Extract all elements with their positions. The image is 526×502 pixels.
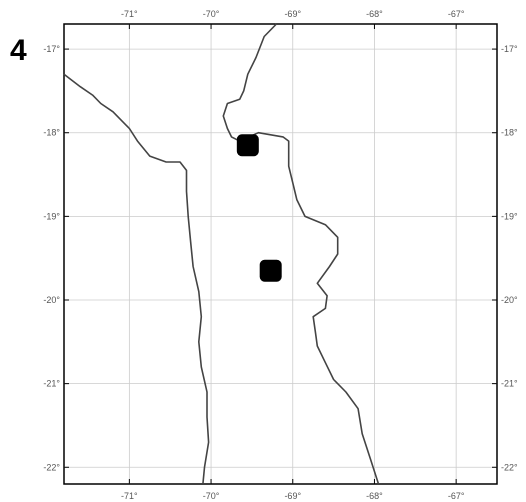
lat-tick-label-right: -19°	[501, 211, 518, 221]
lat-tick-label-right: -18°	[501, 128, 518, 138]
tick-labels: -71° -71° -70° -70° -69° -69° -68° -68° -67° -67°…	[43, 9, 518, 501]
lat-tick-label-right: -22°	[501, 462, 518, 472]
lon-tick-label-top: -69°	[284, 9, 301, 19]
coastline-line	[63, 73, 210, 485]
locality-marker	[236, 134, 259, 157]
map-frame	[63, 23, 498, 485]
boundary-lines	[63, 23, 380, 485]
lat-tick-label-left: -19°	[43, 211, 60, 221]
lon-tick-label-top: -67°	[448, 9, 465, 19]
lon-tick-label-top: -68°	[366, 9, 383, 19]
lon-tick-label-bottom: -70°	[203, 491, 220, 501]
lon-tick-label-bottom: -71°	[121, 491, 138, 501]
border-line	[222, 23, 380, 485]
locality-markers	[236, 134, 282, 282]
lat-tick-label-right: -21°	[501, 379, 518, 389]
lon-tick-label-top: -71°	[121, 9, 138, 19]
lat-tick-label-left: -22°	[43, 462, 60, 472]
lat-tick-label-left: -20°	[43, 295, 60, 305]
lat-tick-label-right: -17°	[501, 44, 518, 54]
panel-number: 4	[10, 34, 27, 67]
lon-tick-label-bottom: -68°	[366, 491, 383, 501]
lat-tick-label-left: -18°	[43, 128, 60, 138]
gridlines	[64, 24, 497, 484]
lon-tick-label-top: -70°	[203, 9, 220, 19]
lat-tick-label-right: -20°	[501, 295, 518, 305]
lat-tick-label-left: -17°	[43, 44, 60, 54]
lon-tick-label-bottom: -69°	[284, 491, 301, 501]
locality-marker	[259, 259, 282, 282]
lon-tick-label-bottom: -67°	[448, 491, 465, 501]
lat-tick-label-left: -21°	[43, 379, 60, 389]
